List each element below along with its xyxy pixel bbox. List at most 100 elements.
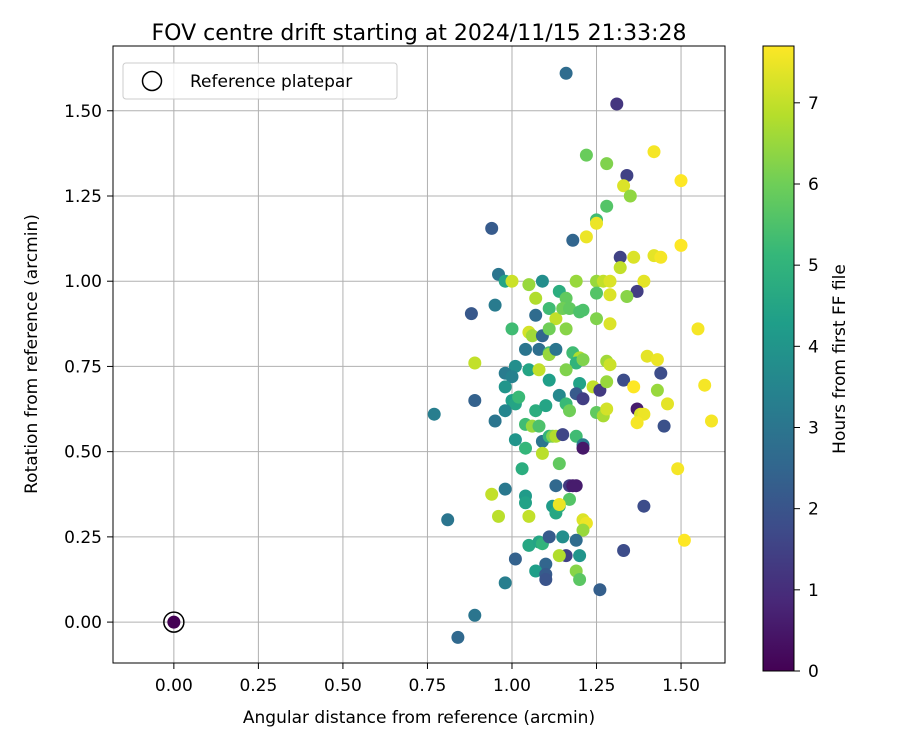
x-axis-label: Angular distance from reference (arcmin) [243, 708, 595, 728]
plot-frame [112, 45, 726, 664]
data-point [590, 286, 603, 300]
data-point [603, 274, 617, 288]
reference-point-dot [167, 615, 181, 629]
data-point [559, 363, 573, 377]
data-point [620, 169, 634, 182]
x-tick-label: 0.25 [239, 676, 277, 696]
data-point [617, 544, 631, 557]
data-point [559, 322, 573, 336]
data-point [508, 359, 522, 373]
colorbar-label: Hours from first FF file [830, 264, 850, 454]
data-point [661, 397, 674, 411]
data-point [505, 370, 519, 384]
x-tick-label: 1.25 [578, 676, 616, 696]
data-point [529, 308, 543, 322]
data-point [508, 433, 522, 447]
data-point [617, 373, 631, 387]
data-point [498, 380, 512, 394]
chart-title: FOV centre drift starting at 2024/11/15 … [152, 21, 687, 46]
data-point [579, 148, 593, 162]
data-point [519, 441, 532, 455]
data-point [674, 238, 688, 252]
data-point [535, 274, 549, 288]
data-point [590, 312, 603, 326]
data-point [579, 230, 593, 244]
colorbar-ticks: 0 1 2 3 4 5 6 7 [794, 94, 819, 682]
data-point [627, 250, 641, 264]
data-point [657, 419, 671, 433]
data-point [603, 288, 617, 302]
data-point [532, 342, 546, 356]
data-point [573, 573, 587, 586]
data-point [488, 298, 502, 312]
x-tick-label: 1.50 [662, 676, 700, 696]
data-point [576, 392, 590, 406]
data-point [613, 261, 627, 275]
data-point [559, 291, 573, 305]
data-point [691, 322, 705, 336]
data-points [427, 66, 718, 644]
data-point [525, 329, 539, 343]
data-point [637, 499, 651, 513]
data-point [613, 250, 627, 264]
data-point [552, 498, 566, 511]
data-point [512, 390, 526, 404]
legend: Reference platepar [122, 62, 398, 100]
legend-box [122, 62, 398, 100]
data-point [468, 356, 482, 370]
y-tick-label: 0.75 [64, 357, 102, 377]
data-point [485, 221, 499, 235]
data-point [563, 302, 576, 315]
data-point [573, 549, 587, 563]
data-point [600, 199, 614, 213]
colorbar-tick-label: 2 [808, 500, 819, 520]
data-point [549, 342, 563, 356]
y-tick-label: 0.00 [64, 613, 102, 633]
data-point [671, 462, 685, 476]
data-point [542, 322, 556, 336]
data-point [539, 557, 553, 571]
data-point [542, 373, 556, 387]
data-point [451, 630, 465, 644]
data-point [522, 509, 536, 523]
data-point [654, 250, 668, 264]
data-point [563, 492, 576, 506]
data-point [623, 189, 637, 203]
data-point [590, 216, 603, 230]
data-point [698, 378, 712, 392]
data-point [539, 399, 553, 413]
data-point [610, 97, 624, 111]
data-point [508, 552, 522, 566]
data-point [485, 487, 499, 501]
data-point [539, 573, 553, 586]
x-axis-ticks: 0.00 0.25 0.50 0.75 1.00 1.25 1.50 [155, 663, 700, 696]
data-point [627, 380, 641, 394]
data-point [505, 274, 519, 288]
data-point [505, 322, 519, 336]
data-point [498, 482, 512, 496]
data-point [522, 278, 536, 292]
y-tick-label: 1.00 [64, 272, 102, 292]
data-point [522, 363, 536, 377]
data-point [529, 404, 543, 418]
data-point [569, 533, 583, 547]
data-point [556, 428, 570, 442]
data-point [566, 233, 580, 247]
data-point [705, 414, 718, 428]
data-point [640, 349, 654, 363]
data-point [620, 290, 634, 303]
data-point [542, 302, 556, 315]
data-point [529, 564, 543, 578]
data-point [573, 377, 587, 390]
data-point [637, 274, 651, 288]
y-tick-label: 1.50 [64, 102, 102, 122]
data-point [468, 394, 482, 407]
y-axis-label: Rotation from reference (arcmin) [22, 214, 42, 494]
grid-lines [113, 46, 725, 663]
reference-point [163, 611, 185, 633]
data-point [552, 549, 566, 563]
data-point [519, 342, 532, 356]
y-tick-label: 0.50 [64, 443, 102, 463]
data-point [559, 66, 573, 80]
